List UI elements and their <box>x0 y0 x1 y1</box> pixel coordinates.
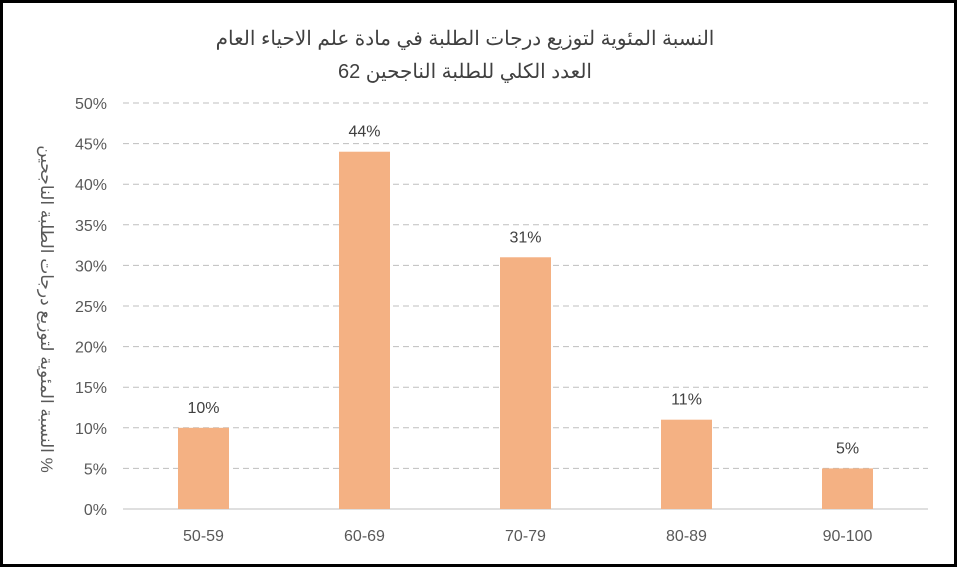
y-tick-label: 50% <box>75 96 107 113</box>
y-tick-label: 35% <box>75 218 107 235</box>
y-tick-label: 40% <box>75 177 107 194</box>
y-tick-label: 30% <box>75 258 107 275</box>
data-label: 44% <box>348 124 380 141</box>
y-tick-label: 20% <box>75 340 107 357</box>
y-tick-label: 0% <box>84 502 107 519</box>
bar <box>178 427 229 509</box>
chart-subtitle: العدد الكلي للطلبة الناجحين 62 <box>338 61 592 83</box>
data-label: 11% <box>671 392 702 409</box>
data-label: 5% <box>836 440 859 457</box>
bars <box>178 151 873 509</box>
bar-chart: النسبة المئوية لتوزيع درجات الطلبة في ما… <box>36 28 928 545</box>
data-labels: 10% 44% 31% 11% 5% <box>187 124 859 458</box>
y-axis-label: النسبة المئوية لتوزيع درجات الطلبة الناج… <box>36 145 56 472</box>
x-tick-label: 90-100 <box>823 528 873 545</box>
y-axis-ticks: 0% 5% 10% 15% 20% 25% 30% 35% 40% 45% 50% <box>75 96 107 519</box>
y-tick-label: 5% <box>84 461 107 478</box>
bar <box>500 257 551 509</box>
bar <box>822 468 873 509</box>
x-tick-label: 80-89 <box>666 528 707 545</box>
y-tick-label: 45% <box>75 137 107 154</box>
x-tick-label: 70-79 <box>505 528 546 545</box>
x-axis-ticks: 50-59 60-69 70-79 80-89 90-100 <box>183 528 872 545</box>
chart-title: النسبة المئوية لتوزيع درجات الطلبة في ما… <box>216 28 715 50</box>
x-tick-label: 60-69 <box>344 528 385 545</box>
x-tick-label: 50-59 <box>183 528 224 545</box>
data-label: 31% <box>509 229 541 246</box>
data-label: 10% <box>187 400 219 417</box>
y-tick-label: 15% <box>75 380 107 397</box>
bar <box>661 419 712 509</box>
y-tick-label: 10% <box>75 421 107 438</box>
bar <box>339 151 390 509</box>
y-tick-label: 25% <box>75 299 107 316</box>
